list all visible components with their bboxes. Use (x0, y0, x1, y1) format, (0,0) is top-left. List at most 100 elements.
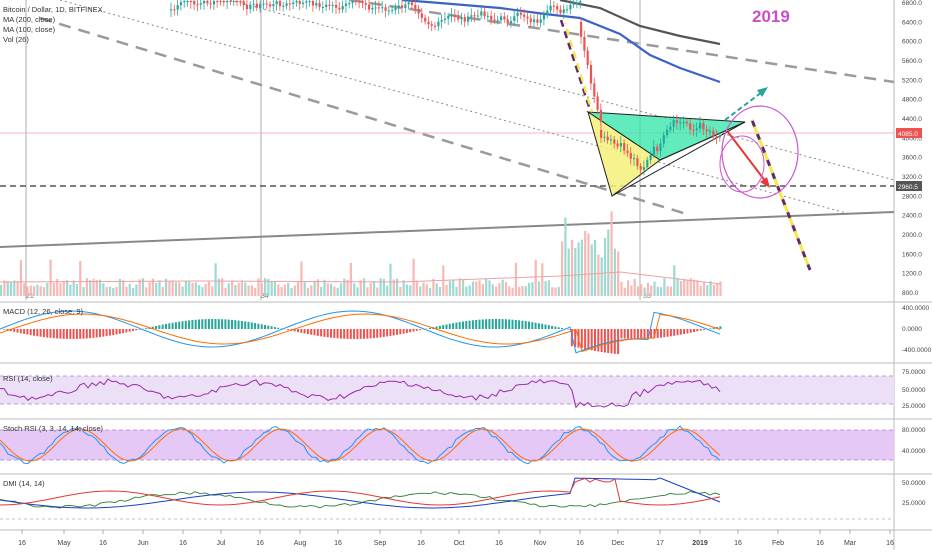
macd-hist-bar (492, 319, 494, 329)
candle-body (607, 137, 609, 141)
macd-hist-bar (135, 329, 137, 330)
candle-body (659, 144, 661, 151)
candle-body (454, 15, 456, 17)
macd-hist-bar (429, 328, 431, 329)
macd-hist-bar (215, 319, 217, 329)
volume-bar (30, 286, 32, 296)
volume-bar (512, 288, 514, 296)
volume-bar (663, 278, 665, 296)
candle-body (292, 3, 294, 4)
macd-hist-bar (254, 323, 256, 329)
volume-bar (96, 280, 98, 296)
macd-hist-bar (17, 329, 19, 333)
macd-hist-bar (63, 329, 65, 339)
macd-hist-bar (512, 320, 514, 329)
volume-bar (422, 283, 424, 296)
macd-hist-bar (125, 329, 127, 332)
candle-body (282, 6, 284, 7)
volume-bar (112, 288, 114, 296)
candle-body (345, 4, 347, 7)
volume-bar (360, 280, 362, 296)
macd-hist-bar (208, 319, 210, 329)
volume-bar (545, 281, 547, 296)
volume-bar (162, 287, 164, 296)
volume-bar (531, 282, 533, 296)
macd-hist-bar (343, 329, 345, 339)
volume-bar (380, 278, 382, 296)
macd-hist-bar (191, 320, 193, 329)
volume-bar (20, 260, 22, 296)
candle-body (696, 128, 698, 129)
volume-bar (356, 287, 358, 296)
volume-bar (564, 218, 566, 296)
volume-bar (465, 287, 467, 296)
macd-hist-bar (59, 329, 61, 339)
volume-bar (59, 283, 61, 296)
macd-hist-bar (502, 319, 504, 329)
time-label: 16 (417, 540, 425, 547)
candle-body (332, 5, 334, 6)
macd-hist-bar (686, 329, 688, 333)
macd-hist-bar (205, 319, 207, 329)
macd-hist-bar (224, 319, 226, 329)
macd-hist-bar (132, 329, 134, 331)
volume-bar (597, 255, 599, 296)
candle-body (404, 4, 406, 8)
candle-body (322, 7, 324, 8)
current-price-text: 4085.0 (898, 131, 918, 138)
candle-body (513, 16, 515, 21)
candle-body (266, 4, 268, 5)
candle-body (401, 6, 403, 9)
candle-body (319, 3, 321, 7)
candle-body (497, 20, 499, 21)
stoch-band (0, 430, 894, 460)
macd-hist-bar (102, 329, 104, 337)
macd-hist-bar (333, 329, 335, 338)
candle-body (276, 1, 278, 4)
macd-hist-bar (330, 329, 332, 338)
volume-bar (413, 259, 415, 296)
candle-body (312, 1, 314, 5)
macd-hist-bar (300, 329, 302, 333)
time-label: Dec (612, 540, 625, 547)
stoch-label: Stoch RSI (3, 3, 14, 14, close) (3, 424, 104, 433)
candle-body (272, 4, 274, 6)
volume-bar (102, 283, 104, 296)
volume-bar (175, 282, 177, 296)
candle-body (600, 130, 602, 138)
volume-bar (587, 233, 589, 296)
candle-body (493, 20, 495, 21)
price-tick: 800.0 (902, 290, 919, 297)
volume-bar (551, 287, 553, 296)
volume-bar (508, 286, 510, 296)
macd-hist-bar (274, 327, 276, 329)
candle-body (587, 51, 589, 65)
macd-hist-bar (498, 319, 500, 329)
macd-hist-bar (155, 326, 157, 329)
volume-bar (17, 281, 19, 296)
macd-hist-bar (627, 329, 629, 339)
macd-hist-bar (525, 321, 527, 329)
macd-hist-bar (277, 328, 279, 329)
volume-bar (353, 283, 355, 296)
volume-bar (125, 287, 127, 296)
candle-body (196, 4, 198, 5)
macd-hist-bar (657, 329, 659, 338)
candle-body (709, 131, 711, 132)
candle-body (536, 19, 538, 22)
macd-hist-bar (314, 329, 316, 335)
volume-bar (680, 281, 682, 296)
candle-body (636, 158, 638, 166)
volume-bar (350, 263, 352, 296)
volume-bar (89, 280, 91, 296)
candle-body (233, 1, 235, 2)
price-tick: 6400.0 (902, 19, 922, 26)
candle-body (650, 155, 652, 160)
candle-body (223, 1, 225, 2)
macd-hist-bar (13, 329, 15, 332)
volume-bar (439, 287, 441, 296)
macd-hist-bar (393, 329, 395, 335)
macd-hist-bar (244, 321, 246, 329)
volume-bar (419, 287, 421, 296)
